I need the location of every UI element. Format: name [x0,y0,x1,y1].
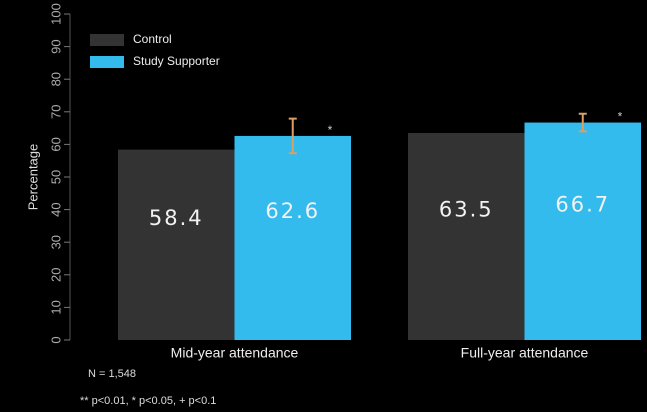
y-tick-label: 70 [48,105,63,119]
error-bar [288,117,297,155]
value-label: 62.6 [265,199,320,223]
y-tick-label: 90 [48,39,63,53]
legend-label: Control [133,32,172,46]
note: ** p<0.01, * p<0.05, + p<0.1 [80,395,216,407]
x-tick-label: Mid-year attendance [171,345,299,361]
y-tick-label: 60 [48,137,63,151]
value-label: 66.7 [555,192,610,216]
y-tick-label: 80 [48,72,63,86]
y-tick-label: 0 [48,336,63,343]
bar [234,135,351,340]
y-tick-label: 50 [48,170,63,184]
y-axis-label: Percentage [25,144,40,211]
y-tick-label: 30 [48,235,63,249]
legend-swatch [90,56,124,68]
error-bar [578,112,587,133]
legend-label: Study Supporter [133,54,220,68]
legend-swatch [90,34,124,46]
y-tick-label: 40 [48,202,63,216]
value-label: 63.5 [439,197,494,221]
x-tick-label: Full-year attendance [461,345,589,361]
bar [408,132,525,340]
note: N = 1,548 [88,368,136,380]
y-tick-label: 100 [48,3,63,25]
significance-marker: * [618,110,623,124]
y-tick-label: 10 [48,300,63,314]
significance-marker: * [328,123,333,137]
bar [118,149,235,340]
y-tick-label: 20 [48,268,63,282]
bar [524,122,641,340]
value-label: 58.4 [149,206,204,230]
